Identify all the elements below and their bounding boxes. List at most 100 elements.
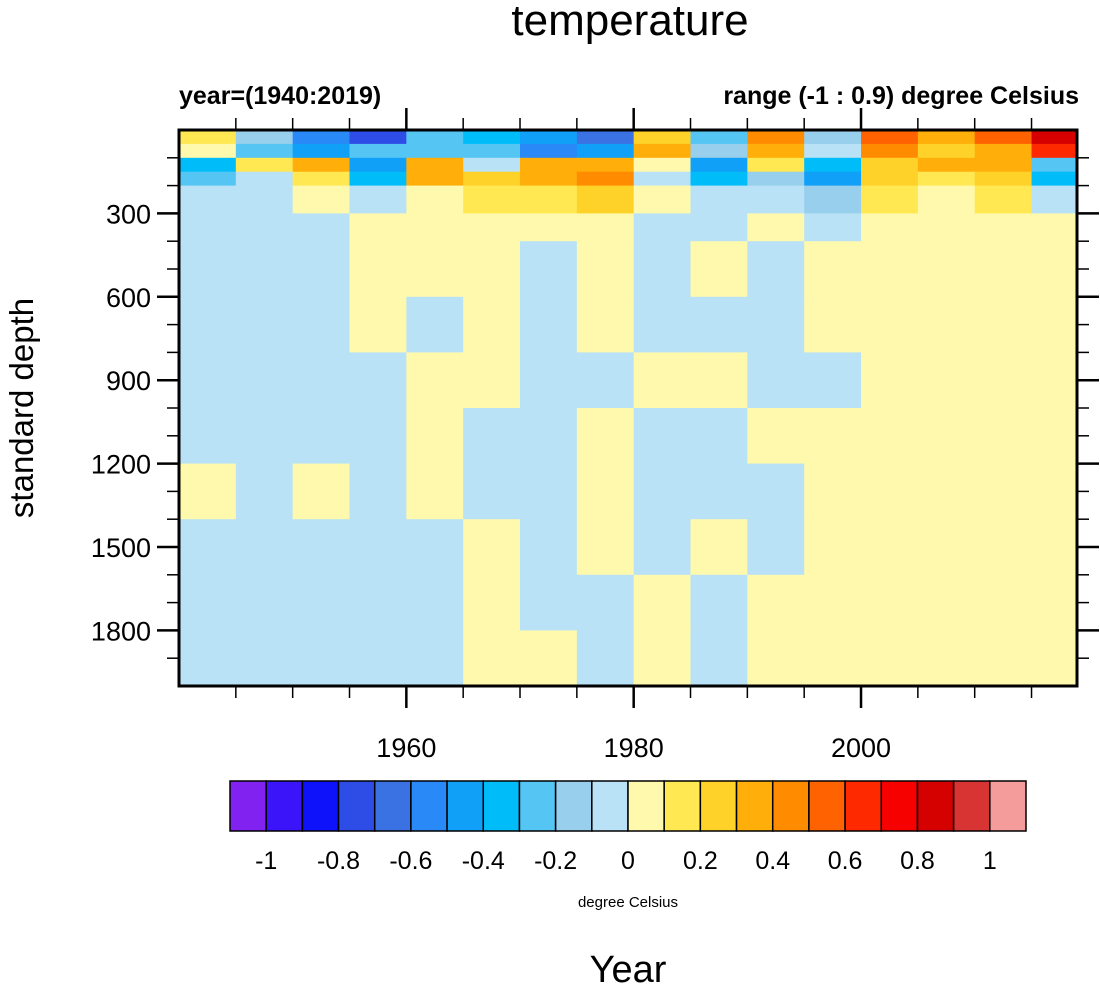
heatmap-cell	[917, 352, 976, 409]
heatmap-cell	[804, 630, 862, 687]
colorbar-swatch	[916, 780, 955, 832]
colorbar-tick-label: -0.2	[534, 847, 577, 875]
heatmap-cell	[463, 241, 521, 298]
heatmap-cell	[576, 143, 635, 159]
heatmap-cell	[520, 213, 578, 242]
colorbar-swatch	[771, 780, 810, 832]
y-tick-label: 1800	[91, 616, 151, 646]
heatmap-cell	[974, 143, 1033, 159]
heatmap-cell	[804, 574, 862, 631]
y-tick-label: 900	[106, 366, 151, 396]
heatmap-cell	[1031, 296, 1078, 353]
heatmap-cell	[974, 213, 1033, 242]
heatmap-cell	[633, 352, 692, 409]
heatmap-cell	[406, 519, 464, 576]
heatmap-cell	[179, 157, 237, 173]
heatmap-cell	[974, 130, 1033, 145]
chart-title: temperature	[511, 0, 748, 45]
heatmap-cell	[349, 519, 407, 576]
heatmap-cell	[463, 143, 521, 159]
colorbar-swatch	[663, 780, 702, 832]
colorbar-swatch	[301, 780, 340, 832]
colorbar-tick-label: 0	[621, 847, 635, 875]
colorbar-tick-label: 0.2	[683, 847, 718, 875]
heatmap-cell	[406, 213, 464, 242]
heatmap-cell	[235, 408, 294, 465]
colorbar-swatch	[482, 780, 521, 832]
heatmap-cell	[747, 574, 805, 631]
heatmap-cell	[179, 463, 237, 520]
colorbar-swatch	[699, 780, 738, 832]
heatmap-cell	[520, 352, 578, 409]
colorbar-swatch	[337, 780, 376, 832]
heatmap-cell	[633, 241, 692, 298]
heatmap-cell	[1031, 171, 1078, 187]
y-tick-label: 1500	[91, 533, 151, 563]
heatmap-cell	[235, 130, 294, 145]
heatmap-cell	[349, 143, 407, 159]
heatmap-cell	[520, 171, 578, 187]
heatmap-cell	[917, 143, 976, 159]
heatmap-cell	[463, 296, 521, 353]
heatmap-cell	[406, 130, 464, 145]
heatmap-cell	[406, 157, 464, 173]
heatmap-cell	[235, 143, 294, 159]
heatmap-cell	[747, 185, 805, 214]
y-tick-label: 600	[106, 283, 151, 313]
heatmap-cell	[917, 519, 976, 576]
heatmap-cell	[463, 130, 521, 145]
heatmap-cell	[179, 143, 237, 159]
heatmap-cell	[179, 130, 237, 145]
heatmap-cell	[917, 185, 976, 214]
heatmap-cell	[861, 241, 919, 298]
heatmap-cell	[633, 185, 692, 214]
heatmap-cell	[804, 157, 862, 173]
heatmap-cell	[349, 213, 407, 242]
heatmap-cell	[747, 519, 805, 576]
heatmap-cell	[633, 463, 692, 520]
y-axis-label: standard depth	[3, 298, 40, 518]
colorbar-swatch	[880, 780, 919, 832]
heatmap-cell	[179, 213, 237, 242]
heatmap-cell	[633, 519, 692, 576]
heatmap-cell	[747, 408, 805, 465]
heatmap-cell	[747, 630, 805, 687]
heatmap-cell	[179, 519, 237, 576]
heatmap-cell	[633, 130, 692, 145]
heatmap-cell	[861, 296, 919, 353]
heatmap-cell	[292, 630, 351, 687]
heatmap-cell	[917, 630, 976, 687]
heatmap-cell	[235, 157, 294, 173]
heatmap-cell	[917, 408, 976, 465]
heatmap-cell	[349, 630, 407, 687]
heatmap-cell	[576, 241, 635, 298]
heatmap-cell	[917, 463, 976, 520]
heatmap-cell	[576, 574, 635, 631]
colorbar-swatch	[989, 780, 1027, 832]
colorbar-tick-label: -0.8	[317, 847, 360, 875]
heatmap-cell	[1031, 519, 1078, 576]
colorbar-swatch	[808, 780, 846, 832]
heatmap-cell	[406, 574, 464, 631]
heatmap-cell	[974, 185, 1033, 214]
heatmap-cell	[861, 630, 919, 687]
heatmap-cell	[292, 296, 351, 353]
heatmap-cell	[690, 185, 748, 214]
heatmap-cell	[747, 296, 805, 353]
heatmap-cell	[406, 296, 464, 353]
heatmap-cell	[520, 408, 578, 465]
heatmap-cell	[292, 143, 351, 159]
heatmap-cell	[406, 185, 464, 214]
heatmap-cell	[974, 157, 1033, 173]
heatmap-cell	[804, 463, 862, 520]
colorbar-tick-label: -0.6	[389, 847, 432, 875]
heatmap-cell	[633, 296, 692, 353]
heatmap-cell	[292, 463, 351, 520]
heatmap-cell	[861, 171, 919, 187]
heatmap-cell	[292, 574, 351, 631]
heatmap-cell	[349, 130, 407, 145]
heatmap-cell	[861, 213, 919, 242]
heatmap-cell	[690, 241, 748, 298]
heatmap-cell	[1031, 463, 1078, 520]
